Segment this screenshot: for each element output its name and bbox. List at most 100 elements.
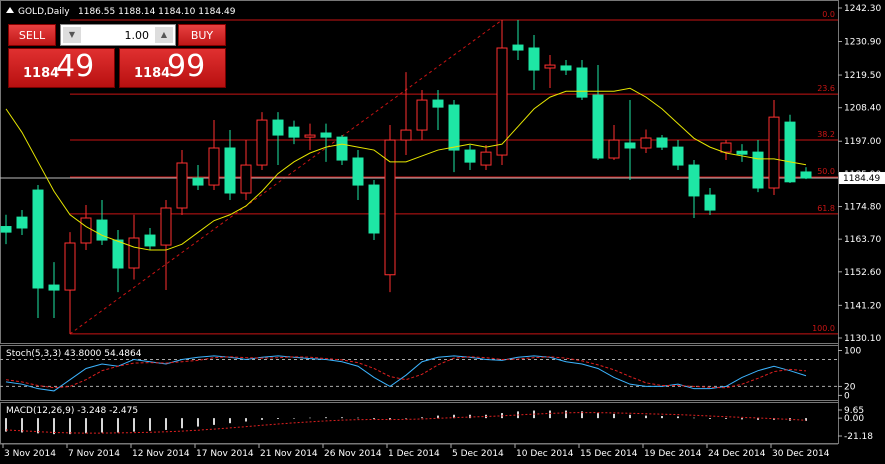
y-tick-label: 1152.60 xyxy=(844,268,881,278)
candle-body xyxy=(304,134,316,138)
collapse-icon[interactable] xyxy=(6,7,14,13)
macd-bar xyxy=(261,418,263,420)
candle-body xyxy=(720,142,732,153)
y-tick-label: 20 xyxy=(844,382,856,392)
y-tick-label: 9.65 xyxy=(844,406,864,416)
candle-body xyxy=(528,47,540,71)
ask-box[interactable]: 1184 99 xyxy=(119,48,226,88)
y-tick-label: 1230.90 xyxy=(844,38,881,48)
indicator-title: MACD(12,26,9) -3.248 -2.475 xyxy=(6,406,138,416)
macd-bar xyxy=(197,418,199,427)
macd-bar xyxy=(661,416,663,419)
indicator-line xyxy=(5,355,807,392)
candle-body xyxy=(704,194,716,211)
macd-bar xyxy=(453,414,455,419)
lot-value: 1.00 xyxy=(124,29,150,42)
x-tick-label: 15 Dec 2014 xyxy=(580,449,638,459)
candle-body xyxy=(0,226,12,233)
candle-body xyxy=(64,242,76,291)
macd-bar xyxy=(165,418,167,430)
macd-bar xyxy=(581,411,583,419)
candle-body xyxy=(16,216,28,229)
sell-button[interactable]: SELL xyxy=(8,24,56,46)
lot-input[interactable]: ▼ 1.00 ▲ xyxy=(60,24,176,46)
bid-small: 49 xyxy=(56,49,95,84)
candle-body xyxy=(256,119,268,166)
macd-bar xyxy=(629,414,631,419)
macd-bar xyxy=(325,417,327,419)
x-tick-label: 12 Nov 2014 xyxy=(132,449,190,459)
y-tick-label: 0 xyxy=(844,391,850,401)
lot-up[interactable]: ▲ xyxy=(155,27,173,43)
macd-bar xyxy=(277,418,279,419)
bid-big: 1184 xyxy=(23,66,60,81)
macd-bar xyxy=(645,415,647,419)
candle-body xyxy=(160,207,172,246)
candle-body xyxy=(368,184,380,234)
macd-bar xyxy=(677,416,679,419)
x-tick-label: 26 Nov 2014 xyxy=(324,449,382,459)
macd-bar xyxy=(37,418,39,434)
bid-box[interactable]: 1184 49 xyxy=(8,48,115,88)
y-tick-label: 1208.40 xyxy=(844,104,881,114)
fib-label: 100.0 xyxy=(812,324,835,333)
y-tick-label: 1219.50 xyxy=(844,71,881,81)
macd-bar xyxy=(133,418,135,432)
fib-label: 23.6 xyxy=(817,84,835,93)
macd-bar xyxy=(405,418,407,419)
lot-down[interactable]: ▼ xyxy=(63,27,81,43)
candle-body xyxy=(416,99,428,131)
x-tick-label: 10 Dec 2014 xyxy=(516,449,574,459)
y-tick-label: 1141.20 xyxy=(844,301,881,311)
y-tick-label: -21.18 xyxy=(844,432,873,442)
buy-button[interactable]: BUY xyxy=(178,24,226,46)
candle-body xyxy=(400,129,412,141)
candle-body xyxy=(432,99,444,108)
candle-body xyxy=(752,151,764,189)
candle-body xyxy=(480,151,492,166)
candle-body xyxy=(464,149,476,163)
macd-bar xyxy=(245,418,247,422)
candle-body xyxy=(672,146,684,166)
candle-body xyxy=(288,126,300,138)
y-tick-label: 1174.80 xyxy=(844,203,881,213)
y-tick-label: 1130.10 xyxy=(844,334,881,344)
y-tick-label: 0.00 xyxy=(844,414,864,424)
x-tick-label: 7 Nov 2014 xyxy=(68,449,120,459)
macd-bar xyxy=(421,417,423,419)
candle-body xyxy=(496,47,508,156)
y-tick-label: 1163.70 xyxy=(844,235,881,245)
moving-average xyxy=(5,87,807,251)
candle-body xyxy=(176,162,188,209)
macd-bar xyxy=(149,418,151,431)
macd-bar xyxy=(757,418,759,420)
macd-bar xyxy=(565,410,567,419)
macd-bar xyxy=(21,418,23,433)
macd-bar xyxy=(101,418,103,433)
candle-body xyxy=(640,137,652,149)
macd-bar xyxy=(293,418,295,419)
candle-body xyxy=(576,67,588,98)
ohlc: 1186.55 1188.14 1184.10 1184.49 xyxy=(78,7,236,17)
macd-bar xyxy=(341,417,343,419)
candle-body xyxy=(592,94,604,159)
fib-label: 50.0 xyxy=(817,167,835,176)
macd-bar xyxy=(613,413,615,419)
macd-bar xyxy=(709,418,711,419)
macd-bar xyxy=(357,417,359,419)
candle-body xyxy=(32,189,44,289)
macd-bar xyxy=(85,418,87,434)
ask-small: 99 xyxy=(167,49,206,84)
candle-body xyxy=(336,136,348,161)
indicator-title: Stoch(5,3,3) 43.8000 54.4864 xyxy=(6,349,142,359)
candle-body xyxy=(112,239,124,269)
signal-line xyxy=(5,412,807,434)
symbol: GOLD,Daily xyxy=(18,7,70,17)
macd-bar xyxy=(229,418,231,424)
fib-label: 0.0 xyxy=(822,10,835,19)
candle-body xyxy=(352,157,364,186)
x-tick-label: 5 Dec 2014 xyxy=(452,449,504,459)
price-box-label: 1184.49 xyxy=(843,174,880,184)
